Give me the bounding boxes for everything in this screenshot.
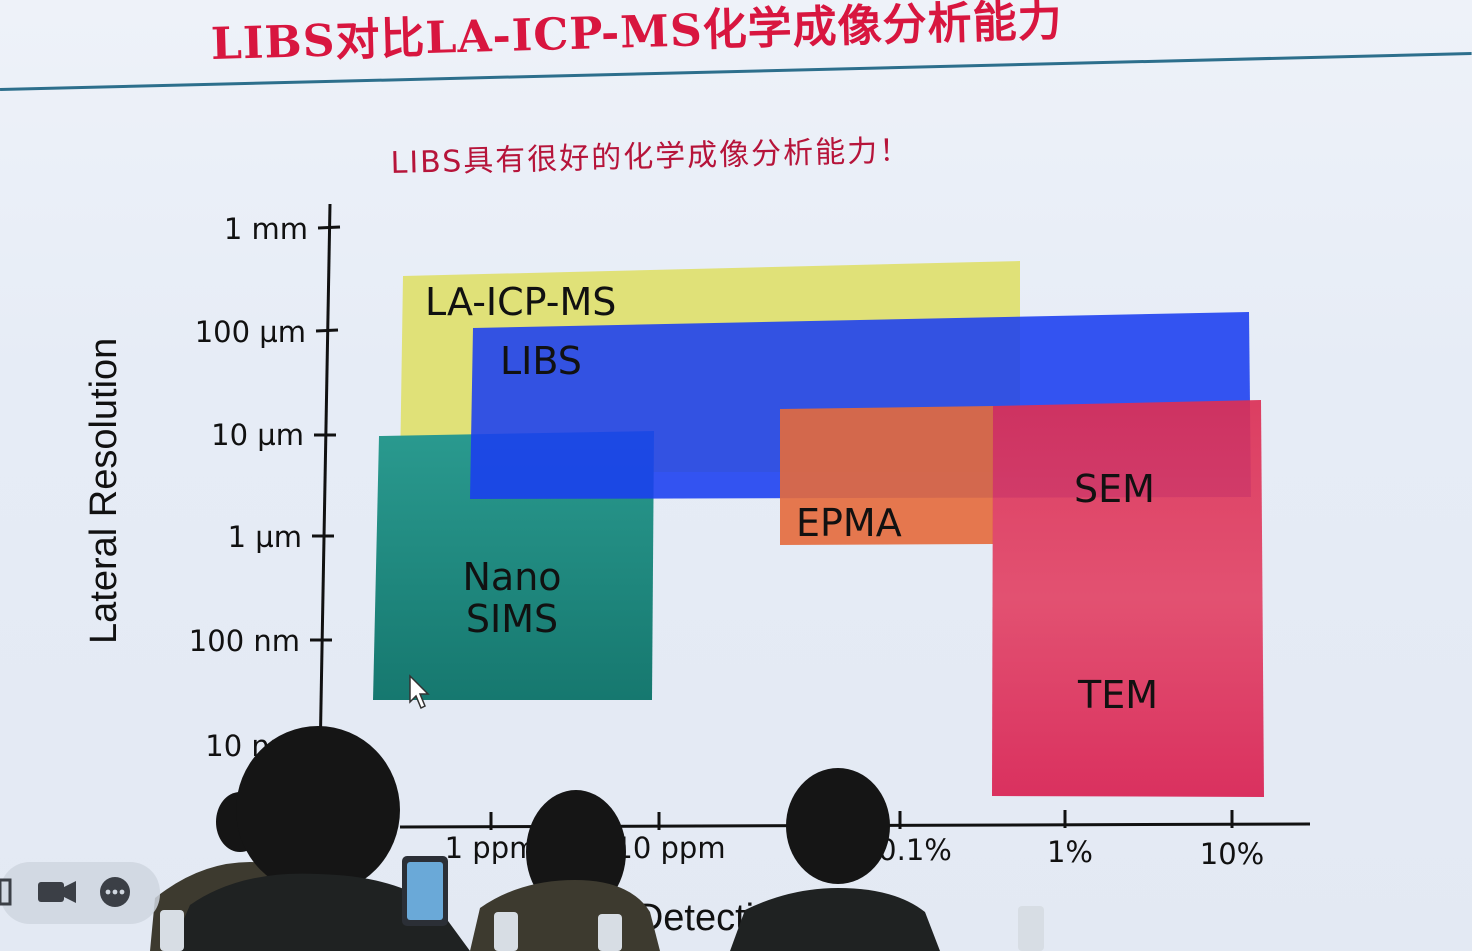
y-axis-title: Lateral Resolution xyxy=(83,338,125,644)
x-tick-labels: 1 ppm 10 ppm 0.1% 1% 10% xyxy=(445,831,1265,871)
y-tick-100nm: 100 nm xyxy=(189,624,300,658)
cursor-arrow-icon xyxy=(409,674,430,710)
y-tick-1um: 1 µm xyxy=(228,520,302,554)
label-libs: LIBS xyxy=(500,339,582,383)
x-tick-10pct: 10% xyxy=(1200,837,1264,871)
y-tick-10um: 10 µm xyxy=(211,418,304,452)
y-axis-line xyxy=(318,203,332,761)
y-tick-1mm: 1 mm xyxy=(224,212,308,246)
camera-icon[interactable] xyxy=(38,881,76,903)
screen-share-icon[interactable] xyxy=(0,878,12,906)
region-sem-tem xyxy=(992,400,1264,797)
label-nano-sims: Nano SIMS xyxy=(462,555,561,641)
label-sem: SEM xyxy=(1074,467,1155,511)
x-tick-0-1pct: 0.1% xyxy=(878,833,952,867)
label-epma: EPMA xyxy=(796,501,902,545)
y-axis-ticks xyxy=(310,225,341,642)
y-tick-labels: 1 mm 100 µm 10 µm 1 µm 100 nm 10 nm xyxy=(189,212,308,763)
label-nano-sims-text: Nano SIMS xyxy=(462,555,561,641)
x-tick-10ppm: 10 ppm xyxy=(614,831,725,865)
label-la-icp-ms: LA-ICP-MS xyxy=(425,280,616,324)
region-epma xyxy=(780,406,993,545)
more-options-icon[interactable] xyxy=(100,877,130,907)
audience-foreground xyxy=(150,726,1044,951)
x-axis-ticks xyxy=(489,810,1234,830)
call-controls-bar xyxy=(0,862,160,924)
y-tick-100um: 100 µm xyxy=(195,315,306,349)
x-tick-1pct: 1% xyxy=(1047,835,1093,869)
label-tem: TEM xyxy=(1077,673,1158,717)
x-tick-1ppm: 1 ppm xyxy=(445,831,538,865)
